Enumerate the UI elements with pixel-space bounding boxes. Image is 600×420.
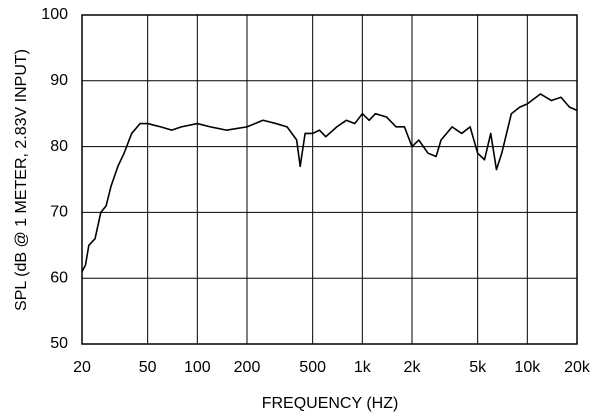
y-tick-label: 60 <box>50 269 68 286</box>
response-line <box>81 93 578 272</box>
x-tick-label: 5k <box>469 359 487 376</box>
x-tick-label: 20 <box>73 359 91 376</box>
x-tick-label: 500 <box>299 359 326 376</box>
y-tick-label: 80 <box>50 138 68 155</box>
y-tick-label: 100 <box>41 6 68 23</box>
x-axis-label: FREQUENCY (HZ) <box>262 395 399 412</box>
x-tick-label: 2k <box>404 359 422 376</box>
x-tick-label: 200 <box>234 359 261 376</box>
x-tick-label: 1k <box>354 359 372 376</box>
plot-frame <box>81 14 578 345</box>
y-tick-label: 70 <box>50 204 68 221</box>
y-tick-label: 50 <box>50 335 68 352</box>
x-tick-label: 100 <box>184 359 211 376</box>
x-tick-label: 50 <box>139 359 157 376</box>
x-tick-label: 20k <box>564 359 591 376</box>
y-axis-label: SPL (dB @ 1 METER, 2.83V INPUT) <box>13 49 30 311</box>
x-tick-label: 10k <box>514 359 541 376</box>
y-tick-label: 90 <box>50 72 68 89</box>
